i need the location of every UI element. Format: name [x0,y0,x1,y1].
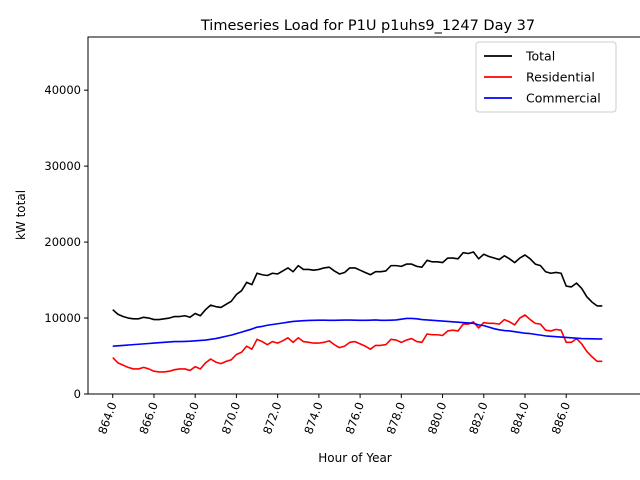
legend-label-total: Total [525,49,555,64]
series-line-commercial [112,317,603,347]
legend: Total Residential Commercial [475,41,617,113]
y-tick-label: 10000 [44,311,81,325]
x-axis-label: Hour of Year [318,451,392,465]
legend-label-residential: Residential [526,70,595,85]
legend-box [475,41,617,113]
plot-frame [87,36,640,395]
series-line-total [112,251,603,321]
legend-items: Total Residential Commercial [484,49,601,106]
y-axis: 0 10000 20000 30000 40000 [44,83,88,401]
plot-lines [112,251,603,373]
y-tick-label: 30000 [44,159,81,173]
y-axis-label: kW total [14,190,28,240]
y-tick-label: 40000 [44,83,81,97]
y-tick-label: 0 [74,387,81,401]
legend-label-commercial: Commercial [526,91,601,106]
y-tick-label: 20000 [44,235,81,249]
series-line-residential [112,314,603,373]
chart-title: Timeseries Load for P1U p1uhs9_1247 Day … [200,18,535,34]
